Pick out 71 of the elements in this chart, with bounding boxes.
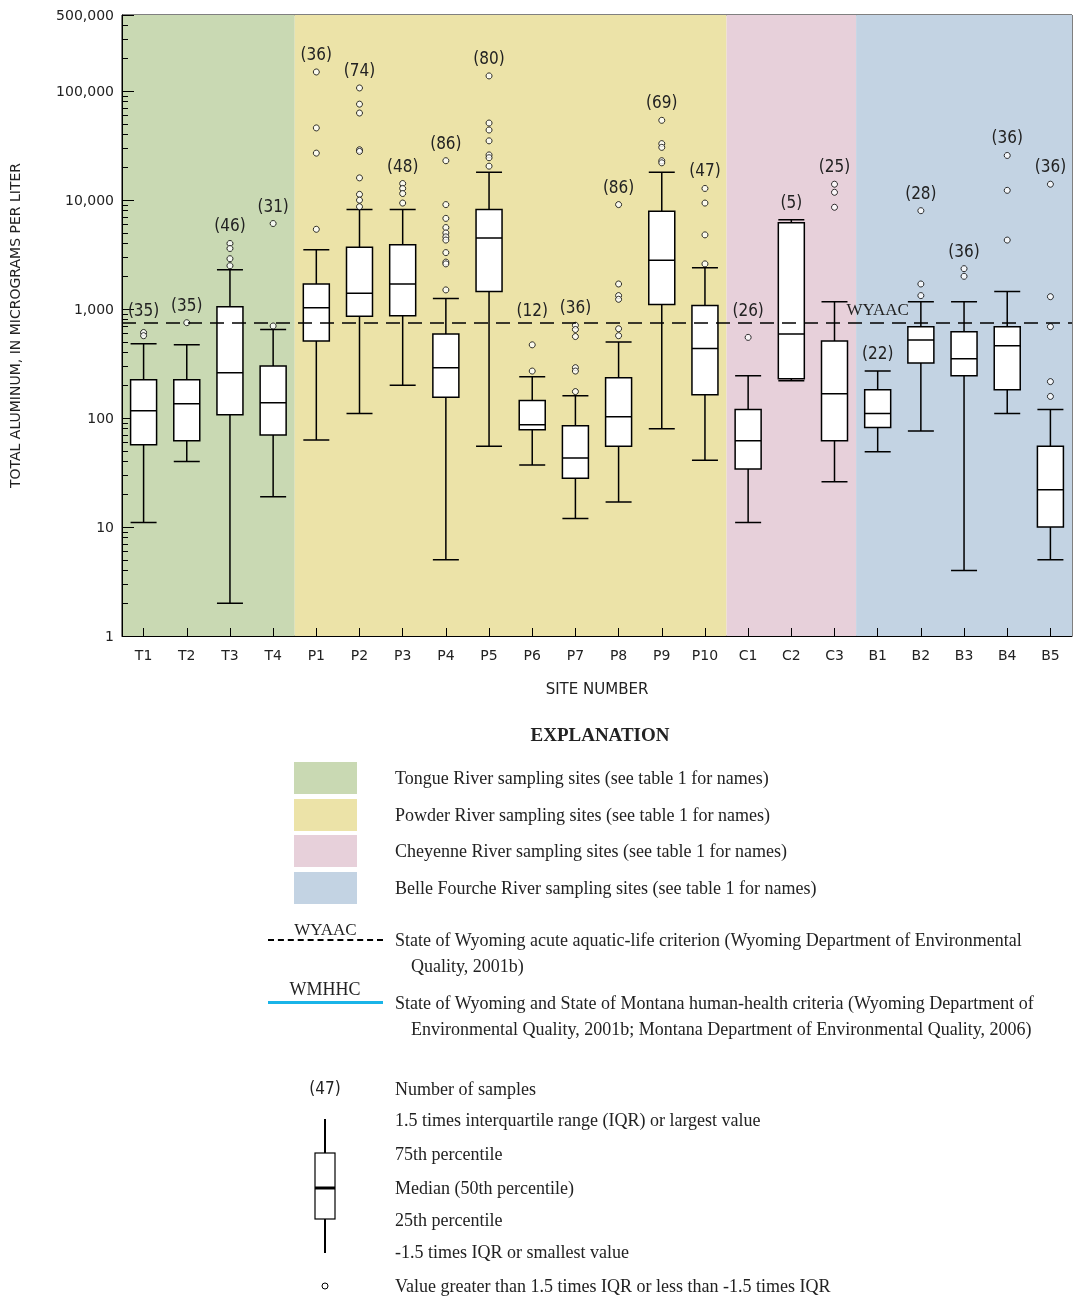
legend-title: EXPLANATION [529, 723, 671, 747]
annotation: (69) [646, 92, 678, 113]
x-tick-label: B4 [997, 647, 1017, 663]
annotation: (86) [602, 176, 635, 197]
x-tick-label: C2 [781, 647, 801, 663]
x-tick-label: B3 [954, 647, 974, 663]
x-axis-title: SITE NUMBER [545, 679, 649, 698]
annotation: (35) [171, 294, 203, 315]
x-tick-label: P9 [653, 647, 671, 663]
annotation: (86) [430, 132, 462, 153]
legend-label: Cheyenne River sampling sites (see table 1 for names) [395, 840, 787, 863]
y-tick-label: 100,000 [56, 83, 114, 100]
x-tick-label: P6 [523, 647, 541, 663]
ref-line-label: WYAAC [846, 300, 909, 320]
y-tick-label: 1 [105, 628, 114, 644]
y-tick-label: 500,000 [56, 7, 114, 23]
annotation: (35) [127, 299, 160, 320]
x-tick-label: T3 [220, 647, 239, 663]
y-tick-label: 1,000 [73, 301, 114, 318]
annotation: (36) [948, 240, 980, 261]
y-axis-title: TOTAL ALUMINUM, IN MICROGRAMS PER LITER [7, 162, 23, 490]
annotation: (28) [905, 182, 937, 203]
y-tick-label: 100 [87, 410, 114, 427]
text: State of Wyoming and State of Montana human-health criteria (Wyoming Department of Environmental Quality, 2001b; Montana Department of Environmental Quality, 2006) [395, 992, 1035, 1041]
annotation: (36) [559, 297, 592, 318]
annotation: (31) [257, 195, 289, 216]
annotation: (36) [991, 127, 1023, 148]
text: 75th percentile [395, 1143, 503, 1166]
text: -1.5 times IQR or smallest value [395, 1241, 629, 1264]
x-tick-label: T1 [133, 647, 153, 663]
annotation: (48) [386, 155, 419, 176]
x-tick-label: P2 [350, 647, 369, 663]
legend-label: Powder River sampling sites (see table 1 for names) [395, 803, 770, 827]
annotation: (12) [516, 299, 548, 320]
x-tick-label: C1 [738, 647, 758, 663]
text: WYAAC [294, 920, 357, 939]
x-tick-label: B2 [911, 647, 931, 663]
text: State of Wyoming acute aquatic-life criterion (Wyoming Department of Environmental Quality, 2001b) [395, 929, 1023, 978]
annotation: (36) [300, 43, 333, 64]
x-tick-label: B1 [868, 647, 887, 663]
annotation: (80) [473, 47, 505, 68]
x-tick-label: P10 [691, 647, 719, 663]
legend-label: Belle Fourche River sampling sites (see table 1 for names) [395, 876, 817, 900]
text: 25th percentile [395, 1209, 503, 1232]
annotation: (47) [689, 160, 721, 181]
text: 1.5 times interquartile range (IQR) or largest value [395, 1109, 761, 1132]
y-tick-label: 10 [96, 519, 114, 536]
text: Value greater than 1.5 times IQR or less than -1.5 times IQR [395, 1275, 831, 1298]
y-tick-label: 10,000 [65, 192, 114, 209]
annotation: (74) [343, 59, 376, 80]
x-tick-label: B5 [1041, 647, 1060, 663]
text: Median (50th percentile) [395, 1177, 574, 1200]
annotation: (26) [732, 299, 764, 320]
text: WMHHC [288, 978, 362, 1001]
x-tick-label: C3 [825, 647, 844, 663]
x-tick-label: T4 [263, 647, 282, 663]
x-tick-label: P7 [566, 647, 585, 663]
x-tick-label: P1 [307, 647, 325, 663]
annotation: (22) [861, 343, 894, 364]
legend-label: Tongue River sampling sites (see table 1 for names) [395, 767, 769, 790]
x-tick-label: P5 [480, 647, 498, 663]
x-tick-label: P4 [437, 647, 455, 663]
text: (47) [308, 1077, 342, 1100]
annotation: (25) [818, 156, 851, 177]
x-tick-label: P8 [609, 647, 628, 663]
x-tick-label: T2 [177, 647, 196, 663]
x-tick-label: P3 [394, 647, 412, 663]
text: Number of samples [395, 1078, 536, 1101]
annotation: (46) [214, 215, 246, 236]
annotation: (5) [780, 191, 803, 212]
annotation: (36) [1034, 156, 1067, 177]
